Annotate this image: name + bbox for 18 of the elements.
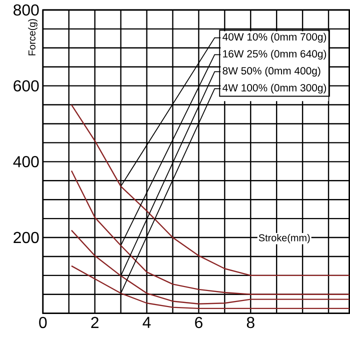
y-tick-label: 400	[13, 156, 39, 168]
y-tick-label: 200	[14, 232, 39, 243]
text: 8W 50% (0mm 400g)	[222, 66, 320, 76]
x-axis-title: Stroke(mm)	[258, 234, 310, 244]
y-tick-label: 600	[14, 80, 39, 92]
x-tick-label: 6	[195, 316, 202, 328]
x-tick-label: 2	[91, 316, 98, 328]
x-tick-label: 0	[39, 316, 47, 328]
y-tick-label: 800	[14, 4, 39, 16]
line-series	[70, 230, 350, 304]
text: 40W 10% (0mm 700g)	[222, 32, 326, 42]
y-axis-title: Force(g)	[28, 18, 38, 56]
x-tick-label: 8	[246, 316, 254, 328]
text: 4W 100% (0mm 300g)	[222, 84, 326, 94]
line-series	[70, 170, 350, 295]
line-series	[70, 104, 350, 276]
text: 16W 25% (0mm 640g)	[223, 50, 326, 60]
x-tick-label: 4	[142, 316, 151, 328]
